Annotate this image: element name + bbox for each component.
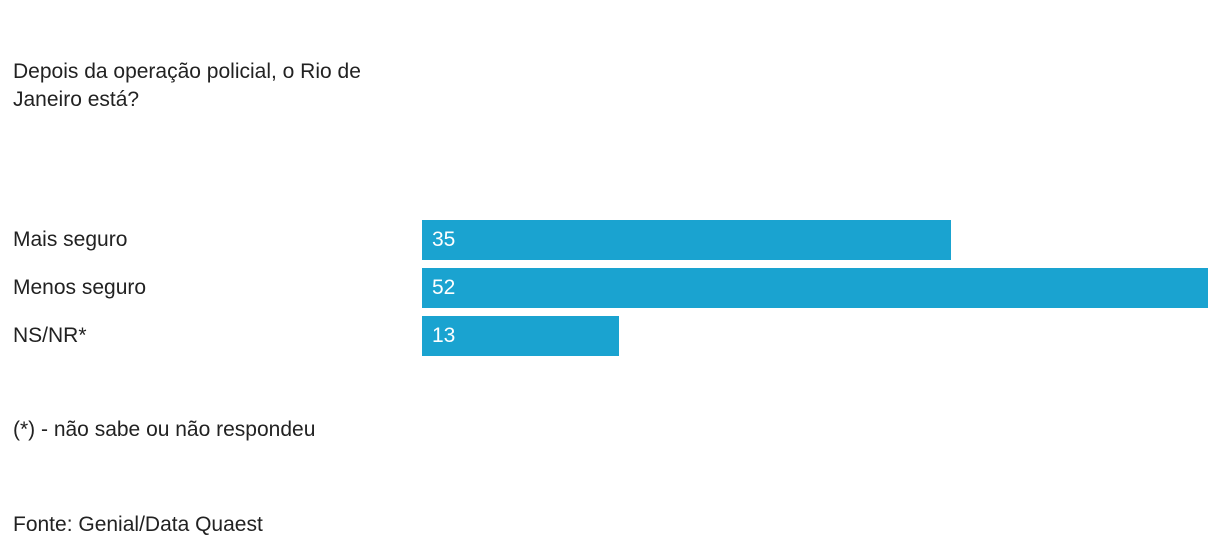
data-label: 35 — [432, 228, 456, 251]
category-label: NS/NR* — [13, 324, 87, 347]
footnote: (*) - não sabe ou não respondeu — [13, 418, 316, 441]
bar — [422, 268, 1208, 308]
data-label: 13 — [432, 324, 456, 347]
chart-title: Depois da operação policial, o Rio de Ja… — [13, 60, 361, 111]
category-label: Mais seguro — [13, 228, 128, 251]
data-label: 52 — [432, 276, 456, 299]
bar — [422, 220, 952, 260]
category-label: Menos seguro — [13, 276, 147, 299]
bar — [422, 316, 619, 356]
source: Fonte: Genial/Data Quaest — [13, 513, 263, 536]
